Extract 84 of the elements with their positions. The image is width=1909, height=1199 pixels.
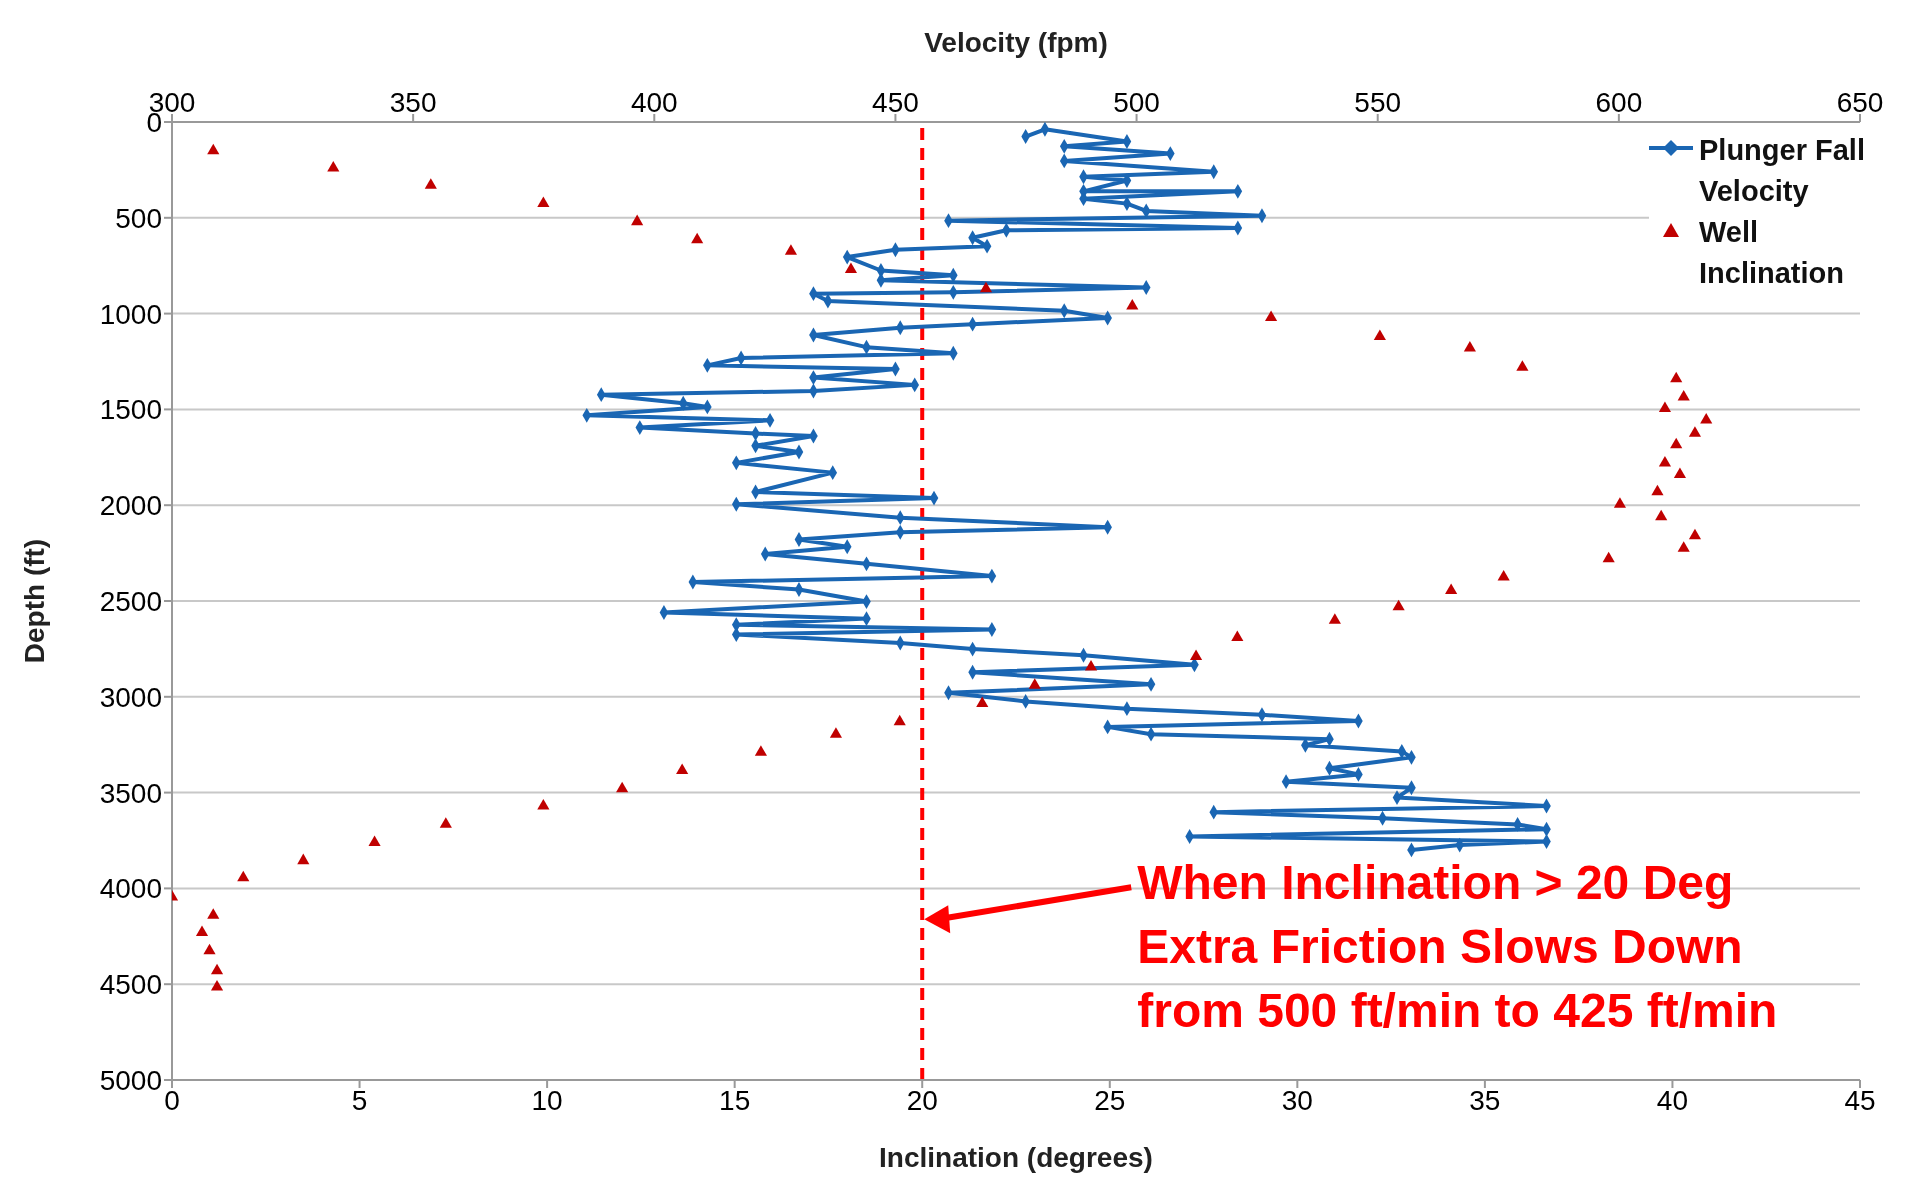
y-axis-title: Depth (ft) (18, 538, 50, 664)
point (237, 870, 250, 882)
point (1677, 389, 1690, 401)
point (537, 798, 550, 810)
point (616, 781, 629, 793)
point (1373, 329, 1386, 341)
x2-tick-label: 500 (1113, 87, 1160, 118)
point (297, 853, 310, 865)
point (1231, 630, 1244, 641)
point (207, 908, 220, 919)
point (1700, 412, 1713, 424)
point (893, 714, 906, 726)
x-tick-label: 5 (351, 1084, 368, 1116)
x2-tick-label: 600 (1595, 87, 1643, 118)
point (1677, 541, 1690, 552)
point (844, 262, 858, 274)
point (203, 943, 216, 955)
point (1328, 613, 1341, 624)
point (210, 963, 224, 975)
x2-tick-label: 400 (630, 87, 678, 118)
y-tick-label: 1000 (99, 298, 162, 330)
x2-axis-title: Velocity (fpm) (924, 26, 1108, 58)
point (327, 160, 340, 172)
x-tick-label: 15 (719, 1084, 751, 1116)
y-tick-label: 2000 (99, 490, 162, 522)
point (424, 178, 437, 189)
point (1602, 551, 1615, 563)
point (631, 214, 644, 226)
x-tick-label: 40 (1656, 1084, 1689, 1116)
point (210, 980, 224, 991)
point (1028, 678, 1041, 689)
x-tick-label: 45 (1844, 1084, 1876, 1116)
point (1688, 528, 1702, 540)
point (1688, 426, 1702, 437)
x-tick-label: 10 (531, 1084, 563, 1116)
x-tick-label: 25 (1094, 1084, 1126, 1116)
point (1463, 341, 1476, 352)
point (1392, 599, 1405, 611)
x2-tick-label: 650 (1836, 87, 1884, 118)
point (829, 727, 843, 738)
point (754, 745, 767, 756)
y-tick-label: 3000 (99, 681, 162, 713)
point (1126, 298, 1139, 310)
y-tick-label: 5000 (99, 1064, 162, 1096)
point (784, 244, 798, 255)
x-tick-label: 30 (1281, 1084, 1313, 1116)
x-tick-label: 20 (906, 1084, 938, 1116)
point (691, 232, 704, 244)
point (1670, 371, 1683, 383)
point (1655, 509, 1668, 521)
point (1658, 456, 1672, 467)
point (1084, 660, 1098, 671)
y-tick-label: 4000 (99, 873, 162, 905)
point (1516, 360, 1529, 371)
legend-label: Well Inclination (1699, 215, 1845, 291)
y-tick-label: 4500 (99, 969, 162, 1001)
x2-tick-label: 450 (872, 87, 919, 118)
point (207, 143, 220, 155)
y-tick-label: 2500 (99, 585, 162, 617)
point (1445, 583, 1458, 594)
x-axis-title: Inclination (degrees) (879, 1142, 1153, 1173)
point (1613, 497, 1627, 508)
point (439, 817, 452, 828)
point (368, 835, 381, 846)
point (1189, 649, 1203, 661)
y-tick-label: 3500 (99, 777, 162, 809)
point (1673, 467, 1687, 479)
x-tick-label: 35 (1469, 1084, 1501, 1116)
point (1265, 310, 1278, 321)
point (979, 281, 993, 293)
point (976, 696, 989, 708)
legend-label: Plunger Fall Velocity (1699, 133, 1866, 209)
point (195, 925, 209, 936)
point (1497, 570, 1510, 581)
annotation: When Inclination > 20 Deg Extra Friction Slows Down from 500 ft/min to 425 ft/min (1137, 856, 1778, 1038)
point (1651, 484, 1664, 496)
point (537, 196, 550, 207)
point (1670, 437, 1683, 449)
x2-tick-label: 550 (1354, 87, 1402, 118)
x2-tick-label: 350 (389, 87, 437, 118)
y-tick-label: 1500 (99, 394, 162, 426)
y-tick-label: 500 (115, 202, 162, 234)
point (1658, 401, 1672, 412)
point (676, 763, 689, 775)
